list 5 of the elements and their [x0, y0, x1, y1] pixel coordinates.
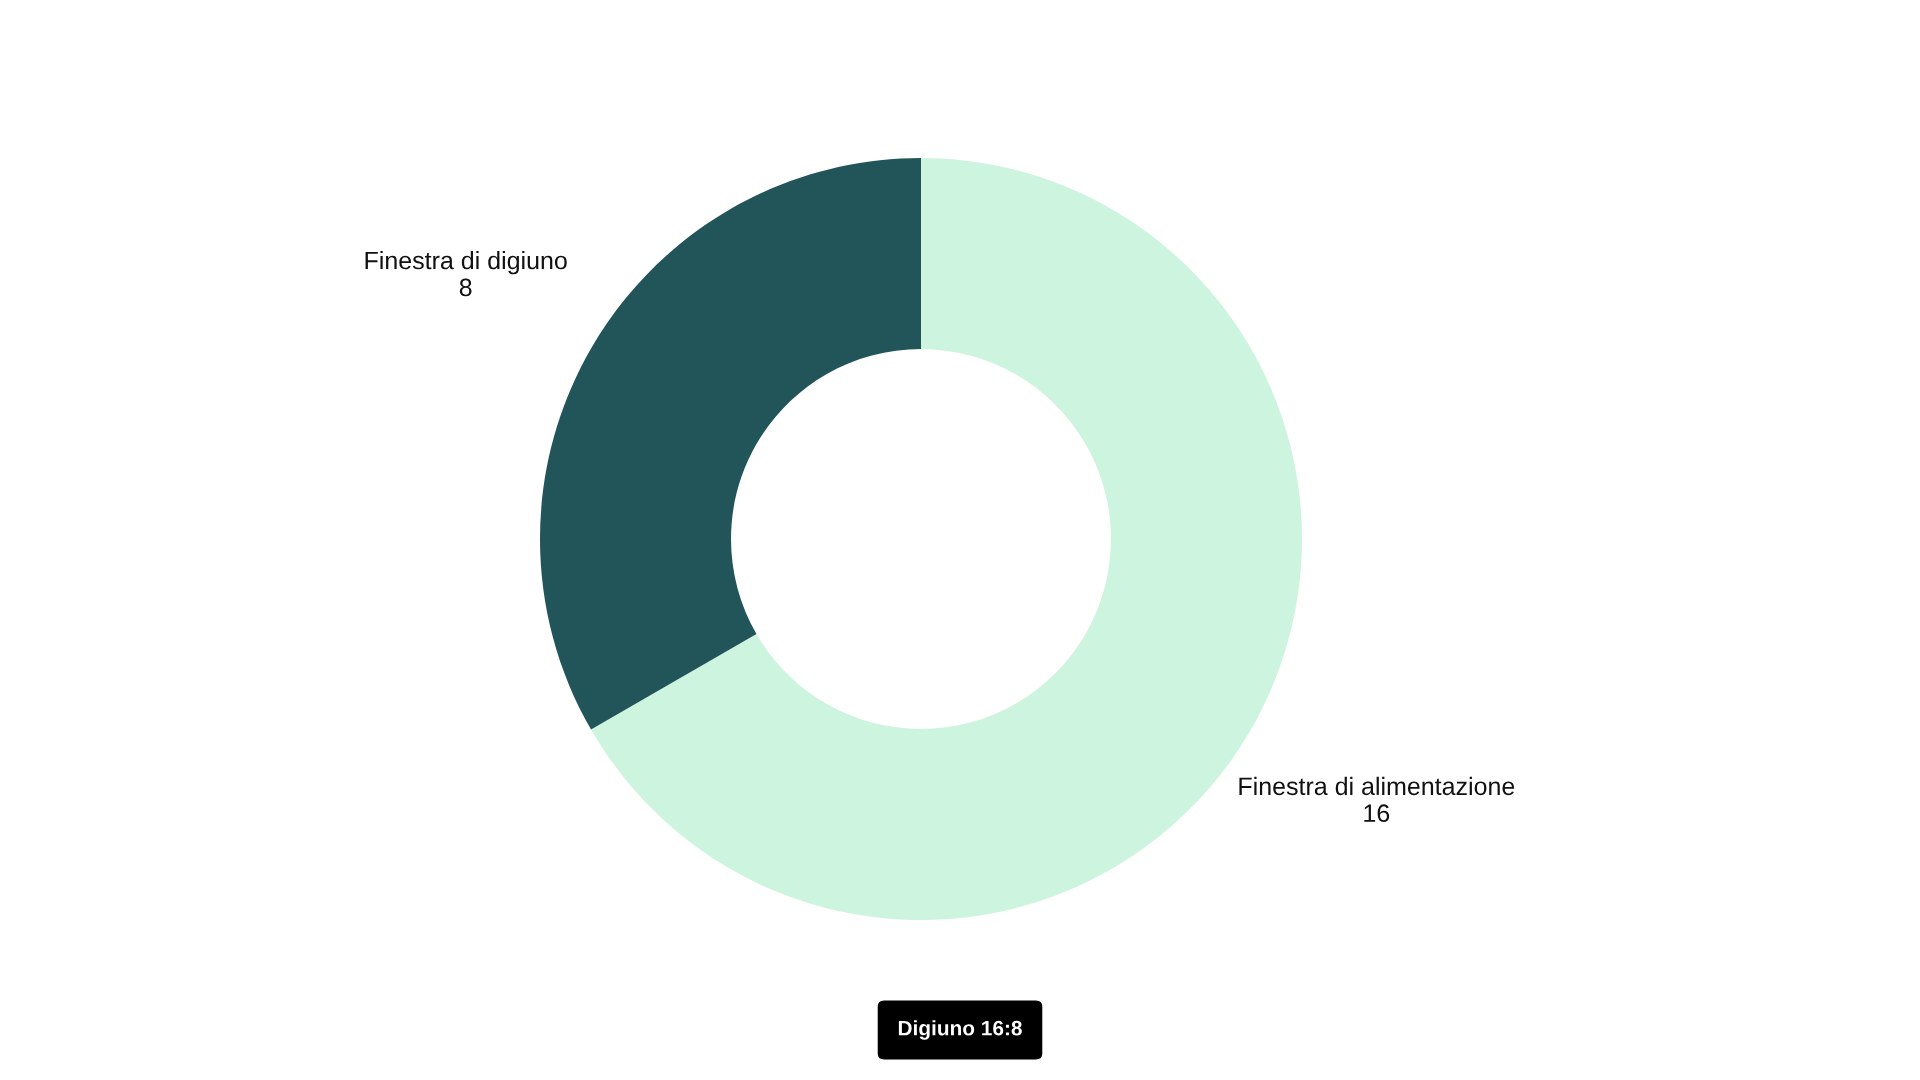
- data-label: 16: [1364, 804, 1390, 823]
- slice-label: Finestra di digiuno: [365, 250, 567, 275]
- data-label: 8: [459, 278, 472, 297]
- text: Digiuno 16:8: [898, 1020, 1022, 1040]
- slice-label: Finestra di alimentazione: [1239, 776, 1515, 796]
